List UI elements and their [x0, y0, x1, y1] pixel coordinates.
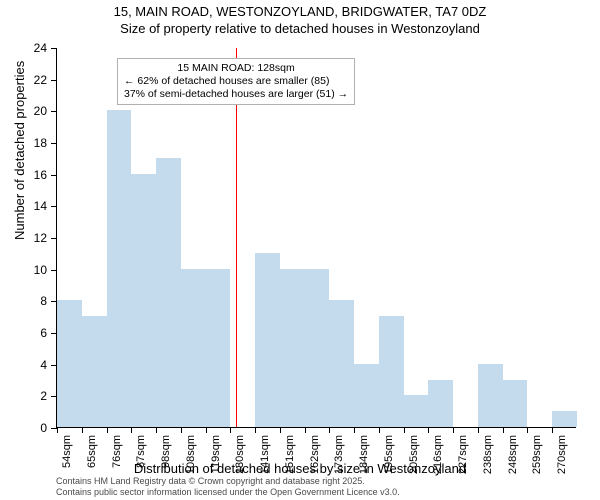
bar: [280, 269, 305, 427]
x-tick: [156, 427, 157, 433]
x-tick: [453, 427, 454, 433]
x-tick: [107, 427, 108, 433]
bar: [181, 269, 206, 427]
x-tick: [478, 427, 479, 433]
y-tick-label: 2: [40, 389, 47, 403]
bar: [503, 380, 528, 428]
annotation-line-1: 15 MAIN ROAD: 128sqm: [124, 62, 348, 75]
x-tick: [206, 427, 207, 433]
title-line-1: 15, MAIN ROAD, WESTONZOYLAND, BRIDGWATER…: [0, 4, 600, 21]
y-tick-label: 14: [34, 199, 47, 213]
y-tick-label: 16: [34, 168, 47, 182]
bar: [156, 158, 181, 427]
title-line-2: Size of property relative to detached ho…: [0, 21, 600, 38]
y-axis-label: Number of detached properties: [12, 61, 27, 240]
x-tick: [181, 427, 182, 433]
y-tick: [51, 238, 57, 239]
x-tick: [552, 427, 553, 433]
bar: [82, 316, 107, 427]
x-tick: [329, 427, 330, 433]
x-tick: [230, 427, 231, 433]
y-tick-label: 6: [40, 326, 47, 340]
bar: [57, 300, 82, 427]
chart-area: 02468101214161820222454sqm65sqm76sqm87sq…: [56, 48, 576, 428]
y-tick-label: 18: [34, 136, 47, 150]
x-tick: [379, 427, 380, 433]
bar: [255, 253, 280, 427]
x-tick: [57, 427, 58, 433]
annotation-line-3: 37% of semi-detached houses are larger (…: [124, 88, 348, 101]
x-tick: [305, 427, 306, 433]
plot: 02468101214161820222454sqm65sqm76sqm87sq…: [56, 48, 576, 428]
bar: [354, 364, 379, 427]
bar: [552, 411, 577, 427]
x-tick: [527, 427, 528, 433]
y-tick: [51, 175, 57, 176]
x-tick: [404, 427, 405, 433]
bar: [428, 380, 453, 428]
y-tick-label: 8: [40, 294, 47, 308]
x-tick: [280, 427, 281, 433]
titles: 15, MAIN ROAD, WESTONZOYLAND, BRIDGWATER…: [0, 4, 600, 38]
y-tick-label: 22: [34, 73, 47, 87]
y-tick: [51, 143, 57, 144]
bar: [329, 300, 354, 427]
y-tick-label: 12: [34, 231, 47, 245]
y-tick: [51, 48, 57, 49]
bar: [107, 110, 132, 427]
bar: [404, 395, 429, 427]
footnote-line-2: Contains public sector information licen…: [56, 487, 400, 498]
annotation-box: 15 MAIN ROAD: 128sqm← 62% of detached ho…: [117, 58, 355, 105]
bar: [478, 364, 503, 427]
x-tick: [255, 427, 256, 433]
x-axis-label: Distribution of detached houses by size …: [0, 461, 600, 476]
bar: [379, 316, 404, 427]
x-tick: [503, 427, 504, 433]
y-tick-label: 20: [34, 104, 47, 118]
bar: [131, 174, 156, 427]
y-tick: [51, 80, 57, 81]
bar: [206, 269, 231, 427]
footnote-line-1: Contains HM Land Registry data © Crown c…: [56, 476, 400, 487]
y-tick-label: 10: [34, 263, 47, 277]
y-tick: [51, 270, 57, 271]
y-tick: [51, 206, 57, 207]
y-tick: [51, 111, 57, 112]
annotation-line-2: ← 62% of detached houses are smaller (85…: [124, 75, 348, 88]
x-tick: [354, 427, 355, 433]
y-tick-label: 0: [40, 421, 47, 435]
bar: [305, 269, 330, 427]
footnote: Contains HM Land Registry data © Crown c…: [56, 476, 400, 498]
y-tick-label: 4: [40, 358, 47, 372]
x-tick: [428, 427, 429, 433]
chart-container: 15, MAIN ROAD, WESTONZOYLAND, BRIDGWATER…: [0, 0, 600, 500]
y-tick-label: 24: [34, 41, 47, 55]
x-tick: [131, 427, 132, 433]
x-tick: [82, 427, 83, 433]
